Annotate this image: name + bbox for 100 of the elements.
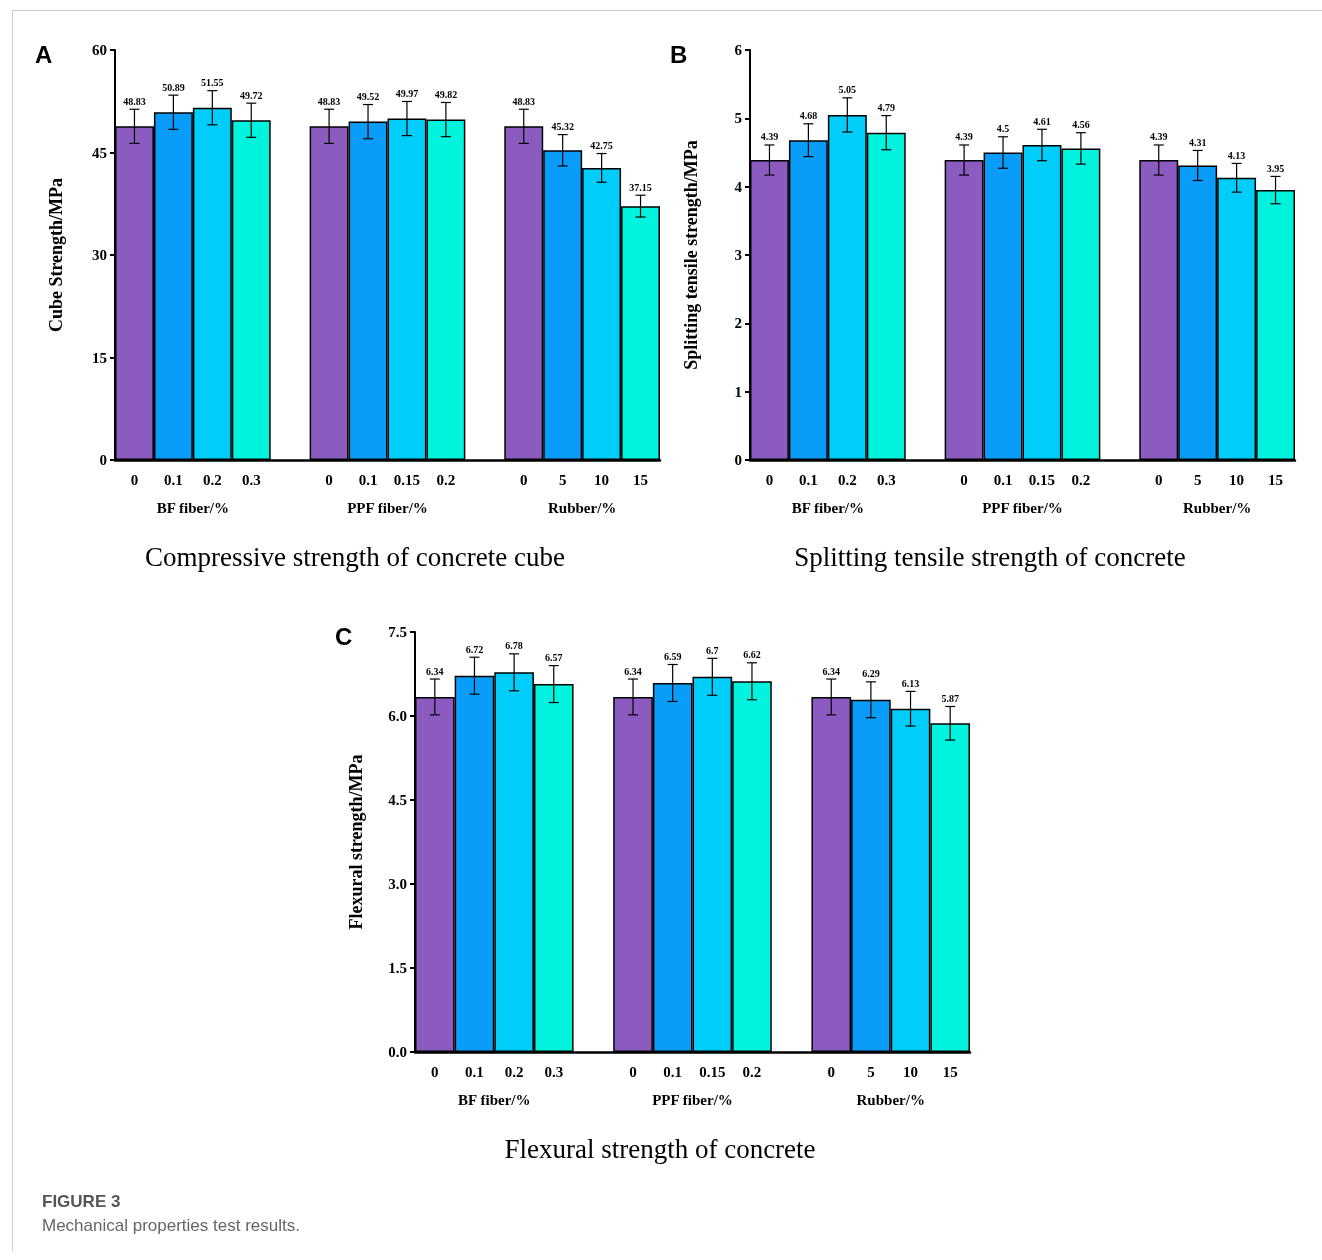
x-tick-label: 0.2 [742, 1063, 762, 1080]
x-tick-label: 0.3 [241, 471, 261, 488]
x-tick-label: 0.2 [436, 471, 456, 488]
x-tick-label: 5 [558, 471, 567, 488]
x-tick-label: 0.1 [993, 471, 1013, 488]
data-label: 48.83 [317, 95, 341, 107]
x-tick-label: 15 [1268, 471, 1284, 488]
y-tick-label: 3.0 [388, 876, 407, 892]
y-tick-label: 45 [92, 144, 107, 161]
data-label: 6.57 [545, 652, 563, 664]
data-label: 37.15 [629, 181, 652, 193]
text: Splitting tensile strength of concrete [794, 541, 1186, 572]
data-label: 48.83 [512, 95, 535, 107]
y-tick-label: 0.0 [388, 1044, 407, 1060]
data-label: 3.95 [1266, 162, 1285, 174]
data-label: 5.05 [838, 84, 857, 96]
x-tick-label: 0.15 [393, 471, 421, 488]
data-label: 6.59 [663, 650, 682, 662]
text: B [670, 40, 688, 68]
x-tick-label: 0 [960, 471, 968, 488]
x-tick-label: 10 [903, 1063, 919, 1080]
data-label: 6.29 [862, 668, 880, 680]
data-label: 6.7 [706, 644, 719, 656]
data-label: 6.78 [505, 640, 523, 652]
data-label: 6.72 [465, 643, 484, 655]
y-axis-title: Flexural strength/MPa [346, 754, 366, 930]
y-tick-label: 1 [734, 383, 742, 400]
data-label: 49.72 [240, 89, 263, 101]
y-tick-label: 3 [734, 247, 742, 263]
y-tick-label: 0 [99, 452, 107, 468]
text: BF fiber/% [458, 1091, 531, 1108]
x-tick-label: 0.1 [465, 1063, 484, 1080]
y-tick-label: 0 [734, 452, 742, 468]
x-tick-label: 15 [633, 471, 649, 488]
text: Rubber/% [856, 1091, 925, 1108]
y-tick-label: 2 [734, 315, 742, 332]
data-label: 4.13 [1227, 149, 1246, 161]
text: Rubber/% [1182, 499, 1252, 516]
text: Compressive strength of concrete cube [145, 541, 565, 572]
data-label: 4.5 [996, 123, 1010, 135]
x-tick-label: 0 [325, 471, 333, 488]
text: PPF fiber/% [652, 1091, 733, 1108]
text: C [335, 622, 353, 650]
y-tick-label: 6 [734, 42, 743, 58]
x-tick-label: 0.1 [663, 1063, 683, 1080]
text: Mechanical properties test results. [42, 1216, 301, 1236]
text: A [35, 40, 53, 68]
x-tick-label: 0.3 [876, 471, 896, 488]
x-tick-label: 0.15 [699, 1063, 726, 1080]
data-label: 49.82 [434, 88, 458, 100]
data-label: 51.55 [201, 77, 224, 89]
data-label: 48.83 [123, 95, 146, 107]
x-tick-label: 10 [1229, 471, 1245, 488]
data-label: 4.39 [1150, 131, 1168, 143]
x-tick-label: 0 [765, 471, 774, 488]
data-label: 6.34 [822, 665, 840, 677]
data-label: 6.62 [743, 649, 761, 661]
x-tick-label: 0 [827, 1063, 835, 1080]
x-tick-label: 0 [520, 471, 528, 488]
text: Rubber/% [547, 499, 617, 516]
y-tick-label: 4 [734, 178, 743, 195]
text: BF fiber/% [791, 499, 865, 516]
y-tick-label: 7.5 [388, 624, 407, 640]
data-label: 4.31 [1188, 136, 1207, 148]
data-label: 45.32 [551, 121, 574, 133]
x-tick-label: 0.1 [358, 471, 378, 488]
x-tick-label: 0.1 [799, 471, 818, 488]
x-tick-label: 10 [594, 471, 610, 488]
data-label: 49.97 [395, 87, 419, 99]
x-tick-label: 0 [1155, 471, 1163, 488]
x-tick-label: 15 [942, 1063, 958, 1080]
data-label: 6.34 [426, 665, 444, 677]
x-tick-label: 0.2 [1071, 471, 1091, 488]
data-label: 4.39 [955, 131, 973, 143]
text: PPF fiber/% [982, 499, 1063, 516]
data-label: 6.13 [901, 677, 920, 689]
data-label: 4.56 [1072, 119, 1090, 131]
data-label: 49.52 [356, 91, 380, 103]
x-tick-label: 0.3 [544, 1063, 564, 1080]
data-label: 4.61 [1033, 115, 1051, 127]
x-tick-label: 5 [1193, 471, 1202, 488]
data-label: 6.34 [624, 665, 642, 677]
y-tick-label: 60 [92, 42, 107, 58]
x-tick-label: 0.15 [1028, 471, 1056, 488]
x-tick-label: 0.2 [202, 471, 222, 488]
text: FIGURE 3 [42, 1192, 122, 1212]
data-label: 4.79 [877, 102, 895, 114]
x-tick-label: 0 [431, 1063, 439, 1080]
x-tick-label: 0.1 [164, 471, 183, 488]
data-label: 50.89 [162, 81, 185, 93]
text: Flexural strength of concrete [504, 1133, 816, 1164]
y-tick-label: 6.0 [388, 708, 407, 724]
x-tick-label: 0.2 [504, 1063, 524, 1080]
data-label: 4.39 [760, 131, 779, 143]
x-tick-label: 0.2 [837, 471, 857, 488]
y-tick-label: 1.5 [388, 960, 407, 976]
text: BF fiber/% [156, 499, 230, 516]
y-tick-label: 30 [92, 247, 107, 263]
y-tick-label: 5 [734, 110, 742, 127]
y-tick-label: 15 [92, 349, 107, 366]
